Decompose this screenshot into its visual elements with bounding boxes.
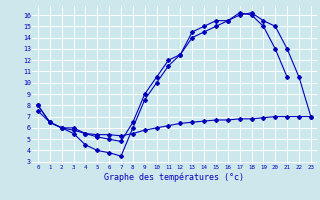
X-axis label: Graphe des températures (°c): Graphe des températures (°c)	[104, 172, 244, 182]
